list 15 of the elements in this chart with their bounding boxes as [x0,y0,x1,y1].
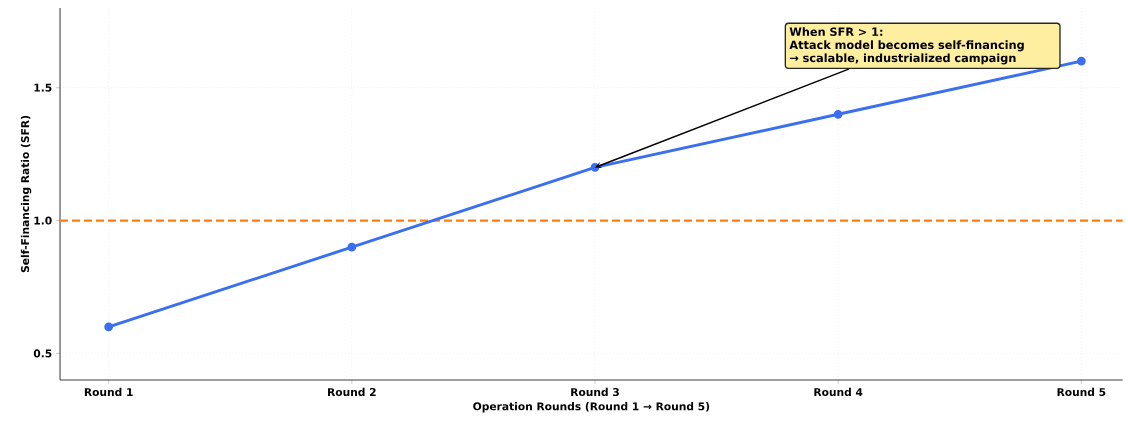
y-tick-label: 0.5 [33,349,52,358]
point [833,109,843,119]
y-tick-label: 1.5 [34,83,52,92]
point [1076,56,1086,66]
point [347,242,357,252]
x-tick-label: Round 1 [84,387,133,397]
y-axis-title: Self-Financing Ratio (SFR) [20,116,32,273]
point [104,322,114,332]
x-tick-label: Round 5 [1057,387,1106,397]
x-tick-label: Round 2 [328,387,376,397]
x-tick-label: Round 4 [814,387,863,397]
y-tick-label: 1.0 [34,216,52,225]
x-tick-label: Round 3 [571,387,619,397]
annotation: When SFR > 1: Attack model becomes self-financing → scalable, industrialized campaign [789,27,1024,65]
x-axis-title: Operation Rounds (Round 1 → Round 5) [473,402,710,413]
